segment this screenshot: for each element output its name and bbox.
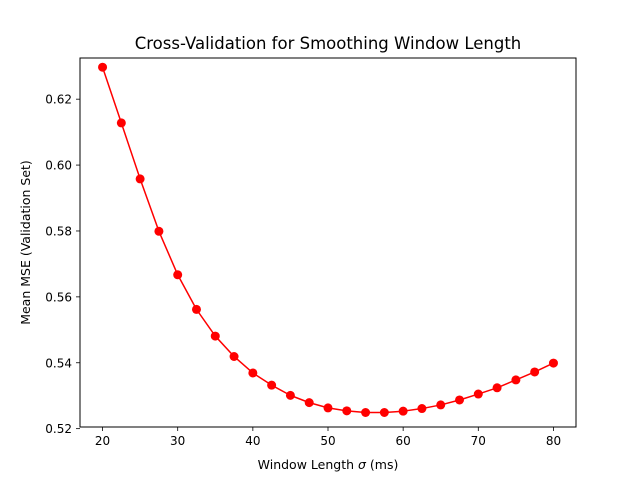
y-axis-ticks: 0.52 0.54 0.56 0.58 0.60 0.62 [45, 93, 80, 436]
y-tick-label: 0.52 [45, 422, 72, 436]
x-axis-label-symbol: σ [358, 457, 367, 472]
x-axis-label-prefix: Window Length [258, 457, 358, 472]
data-point [436, 400, 446, 410]
x-tick-label: 70 [471, 434, 486, 448]
x-axis-ticks: 20 30 40 50 60 70 80 [95, 427, 561, 448]
data-point [323, 403, 333, 413]
y-tick-label: 0.62 [45, 93, 72, 107]
data-point [173, 270, 183, 280]
data-point [417, 404, 427, 414]
x-tick-label: 30 [170, 434, 185, 448]
data-point [473, 389, 483, 399]
data-point [98, 62, 108, 72]
data-point [267, 380, 277, 390]
data-point [361, 408, 371, 418]
y-tick-label: 0.56 [45, 290, 72, 304]
data-point [304, 398, 314, 408]
data-point [455, 395, 465, 405]
data-point [116, 118, 126, 128]
data-point [229, 351, 239, 361]
x-axis-label-suffix: (ms) [366, 457, 398, 472]
x-tick-label: 20 [95, 434, 110, 448]
y-tick-label: 0.58 [45, 224, 72, 238]
data-point [285, 390, 295, 400]
data-point [492, 383, 502, 393]
x-tick-label: 60 [396, 434, 411, 448]
data-point [248, 368, 258, 378]
y-tick-label: 0.60 [45, 159, 72, 173]
plot-background [80, 58, 576, 427]
data-point [342, 406, 352, 416]
series-layer [98, 62, 558, 418]
data-point [154, 226, 164, 236]
x-axis-label: Window Length σ (ms) [258, 457, 399, 472]
data-point [548, 358, 558, 368]
data-point [191, 304, 201, 314]
x-tick-label: 80 [546, 434, 561, 448]
data-point [530, 367, 540, 377]
data-point [379, 408, 389, 418]
data-point [210, 331, 220, 341]
chart-title: Cross-Validation for Smoothing Window Le… [135, 34, 522, 53]
y-axis-label: Mean MSE (Validation Set) [18, 160, 33, 325]
data-point [135, 174, 145, 184]
x-tick-label: 50 [320, 434, 335, 448]
data-point [511, 375, 521, 385]
x-tick-label: 40 [245, 434, 260, 448]
data-point [398, 406, 408, 416]
y-tick-label: 0.54 [45, 356, 72, 370]
